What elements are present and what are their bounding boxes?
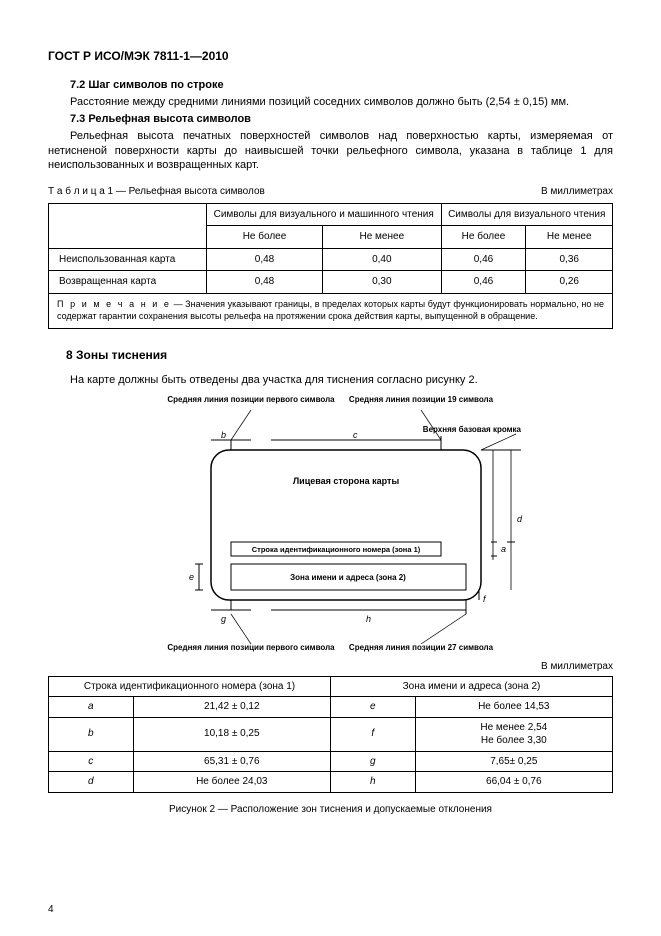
cell: d [49,772,134,793]
svg-text:c: c [353,430,358,440]
svg-text:a: a [501,544,506,554]
cell: h [330,772,415,793]
cell: 66,04 ± 0,76 [415,772,612,793]
table-row: a 21,42 ± 0,12 e Не более 14,53 [49,697,613,718]
note-lead: П р и м е ч а н и е [57,299,171,309]
table-row: b 10,18 ± 0,25 f Не менее 2,54 Не более … [49,717,613,751]
cell: 65,31 ± 0,76 [133,751,330,772]
cell: f [330,717,415,751]
table-2: Строка идентификационного номера (зона 1… [48,676,613,793]
cell: 0,40 [323,248,441,271]
table-1-caption-right: В миллиметрах [541,185,613,199]
cell: Не более 24,03 [133,772,330,793]
figure-2-diagram: Средняя линия позиции первого символа Ср… [48,392,613,652]
col-min-2: Не менее [526,226,613,249]
col-max-1: Не более [206,226,322,249]
cell: 0,46 [441,248,526,271]
cell: Не менее 2,54 Не более 3,30 [415,717,612,751]
cell: 0,30 [323,271,441,294]
svg-text:Средняя линия позиции 19 симво: Средняя линия позиции 19 символа [348,395,493,404]
row-label: Неиспользованная карта [49,248,207,271]
col-max-2: Не более [441,226,526,249]
section-7-3-title-text: 7.3 Рельефная высота символов [70,113,251,125]
svg-text:Средняя линия позиции первого: Средняя линия позиции первого символа [167,643,335,652]
figure-2-caption: Рисунок 2 — Расположение зон тиснения и … [48,803,613,817]
table-1-note: П р и м е ч а н и е — Значения указывают… [48,294,613,329]
cell: 0,46 [441,271,526,294]
section-8-body: На карте должны быть отведены два участк… [48,373,613,388]
table-1-caption-left: Т а б л и ц а 1 — Рельефная высота симво… [48,185,265,199]
svg-text:e: e [189,572,194,582]
cell: g [330,751,415,772]
svg-text:b: b [221,430,226,440]
cell: c [49,751,134,772]
cell: 7,65± 0,25 [415,751,612,772]
table-1: Символы для визуального и машинного чтен… [48,203,613,294]
svg-text:g: g [221,614,226,624]
cell: Не более 14,53 [415,697,612,718]
section-7-3-body: Рельефная высота печатных поверхностей с… [48,129,613,174]
cell: 0,26 [526,271,613,294]
cell: a [49,697,134,718]
cell: 0,48 [206,271,322,294]
document-header: ГОСТ Р ИСО/МЭК 7811-1—2010 [48,48,613,64]
section-7-2-body: Расстояние между средними линиями позици… [48,95,613,110]
svg-text:Зона имени и адреса (зона 2): Зона имени и адреса (зона 2) [290,573,406,582]
svg-text:d: d [517,514,523,524]
section-7-3-title: 7.3 Рельефная высота символов [48,112,613,127]
svg-text:Строка идентификационного номе: Строка идентификационного номера (зона 1… [251,545,420,554]
row-label: Возвращенная карта [49,271,207,294]
table-2-head-1: Строка идентификационного номера (зона 1… [49,676,331,697]
table-1-group1: Символы для визуального и машинного чтен… [206,203,441,226]
section-7-2-title: 7.2 Шаг символов по строке [48,78,613,93]
cell: e [330,697,415,718]
svg-text:Верхняя базовая кромка: Верхняя базовая кромка [422,425,521,434]
table-row: d Не более 24,03 h 66,04 ± 0,76 [49,772,613,793]
table-row: Строка идентификационного номера (зона 1… [49,676,613,697]
svg-text:f: f [483,594,487,604]
page-number: 4 [48,903,54,917]
table-1-group2: Символы для визуального чтения [441,203,612,226]
svg-text:Средняя линия позиции 27 симво: Средняя линия позиции 27 символа [348,643,493,652]
svg-text:h: h [366,614,371,624]
section-8-title: 8 Зоны тиснения [66,347,613,363]
svg-text:Лицевая сторона карты: Лицевая сторона карты [292,476,399,486]
table-2-units: В миллиметрах [48,660,613,674]
cell: b [49,717,134,751]
table-row: c 65,31 ± 0,76 g 7,65± 0,25 [49,751,613,772]
cell: 0,36 [526,248,613,271]
table-row: Символы для визуального и машинного чтен… [49,203,613,226]
cell: 0,48 [206,248,322,271]
table-row: Возвращенная карта 0,48 0,30 0,46 0,26 [49,271,613,294]
table-row: Неиспользованная карта 0,48 0,40 0,46 0,… [49,248,613,271]
cell: 21,42 ± 0,12 [133,697,330,718]
section-7-2-title-text: 7.2 Шаг символов по строке [70,79,224,91]
table-1-caption: Т а б л и ц а 1 — Рельефная высота симво… [48,185,613,199]
svg-text:Средняя линия позиции первого: Средняя линия позиции первого символа [167,395,335,404]
table-2-head-2: Зона имени и адреса (зона 2) [330,676,612,697]
col-min-1: Не менее [323,226,441,249]
cell: 10,18 ± 0,25 [133,717,330,751]
